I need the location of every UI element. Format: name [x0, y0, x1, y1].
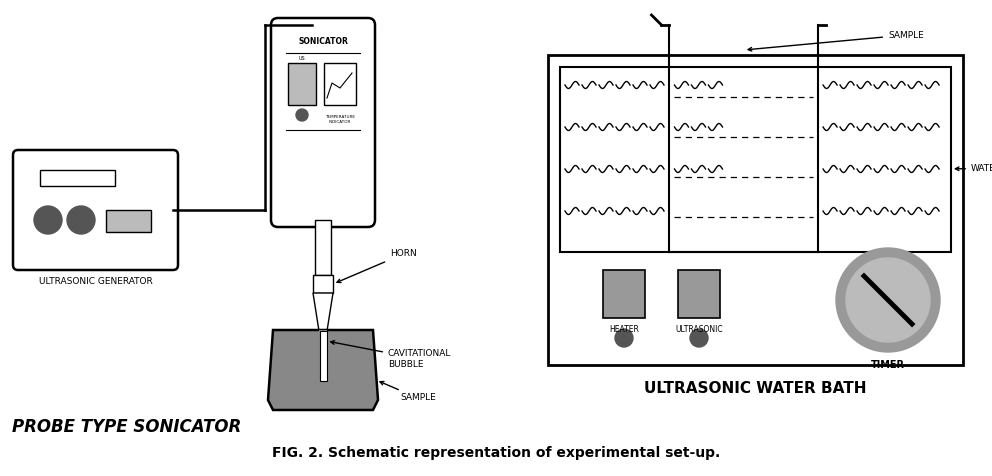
Text: TEMPERATURE
INDICATOR: TEMPERATURE INDICATOR: [325, 115, 355, 124]
Circle shape: [615, 329, 633, 347]
Bar: [319, 330, 327, 381]
Text: ULTRASONIC WATER BATH: ULTRASONIC WATER BATH: [644, 381, 867, 396]
Text: HORN: HORN: [337, 249, 417, 283]
Bar: [603, 270, 645, 318]
Bar: [319, 331, 326, 381]
Text: FIG. 2. Schematic representation of experimental set-up.: FIG. 2. Schematic representation of expe…: [272, 446, 720, 460]
Bar: [313, 275, 333, 293]
Bar: [324, 63, 356, 105]
Text: US: US: [299, 56, 306, 61]
Circle shape: [846, 258, 930, 342]
Bar: [315, 220, 331, 275]
Circle shape: [296, 109, 308, 121]
Text: ULTRASONIC GENERATOR: ULTRASONIC GENERATOR: [39, 277, 153, 286]
Text: ULTRASONIC: ULTRASONIC: [676, 325, 723, 334]
Circle shape: [67, 206, 95, 234]
Text: SONICATOR: SONICATOR: [298, 37, 348, 46]
Bar: [288, 63, 316, 105]
Text: SAMPLE: SAMPLE: [748, 30, 924, 51]
Bar: [40, 170, 115, 186]
Bar: [106, 210, 151, 232]
Polygon shape: [268, 330, 378, 410]
Circle shape: [690, 329, 708, 347]
Text: WATER: WATER: [955, 164, 992, 173]
Circle shape: [836, 248, 940, 352]
Text: CAVITATIONAL
BUBBLE: CAVITATIONAL BUBBLE: [330, 341, 451, 369]
Polygon shape: [313, 293, 333, 331]
FancyBboxPatch shape: [271, 18, 375, 227]
Text: TIMER: TIMER: [871, 360, 905, 370]
Bar: [548, 55, 963, 365]
Bar: [319, 331, 326, 381]
Bar: [678, 270, 720, 318]
Circle shape: [34, 206, 62, 234]
Text: SAMPLE: SAMPLE: [380, 381, 435, 403]
FancyBboxPatch shape: [13, 150, 178, 270]
Text: HEATER: HEATER: [609, 325, 639, 334]
Text: PROBE TYPE SONICATOR: PROBE TYPE SONICATOR: [12, 418, 241, 436]
Bar: [560, 67, 951, 252]
